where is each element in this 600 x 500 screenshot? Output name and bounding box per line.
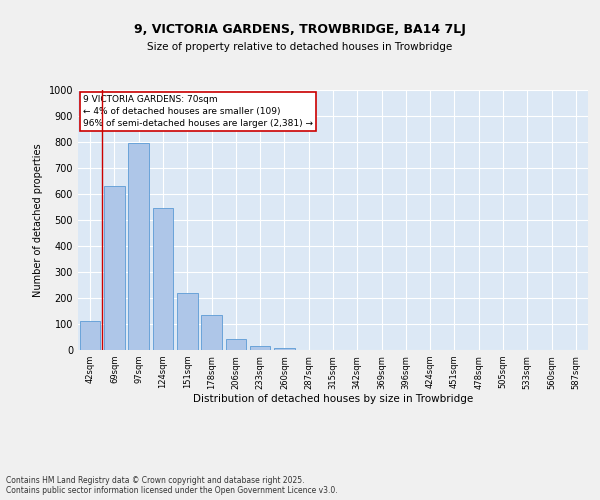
Bar (128, 144, 149, 350)
Y-axis label: Number of detached properties: Number of detached properties (33, 143, 43, 297)
Text: 9, VICTORIA GARDENS, TROWBRIDGE, BA14 7LJ: 9, VICTORIA GARDENS, TROWBRIDGE, BA14 7L… (134, 22, 466, 36)
Text: Size of property relative to detached houses in Trowbridge: Size of property relative to detached ho… (148, 42, 452, 52)
Bar (152, 208, 173, 350)
Bar (80, 322, 100, 350)
Bar (201, 315, 222, 350)
Bar (274, 348, 295, 350)
Bar (226, 339, 246, 350)
Bar (177, 293, 197, 350)
Text: Contains HM Land Registry data © Crown copyright and database right 2025.
Contai: Contains HM Land Registry data © Crown c… (6, 476, 338, 495)
Bar (250, 346, 271, 350)
X-axis label: Distribution of detached houses by size in Trowbridge: Distribution of detached houses by size … (193, 394, 473, 404)
Text: 9 VICTORIA GARDENS: 70sqm
← 4% of detached houses are smaller (109)
96% of semi-: 9 VICTORIA GARDENS: 70sqm ← 4% of detach… (83, 95, 313, 128)
Bar (104, 186, 125, 350)
